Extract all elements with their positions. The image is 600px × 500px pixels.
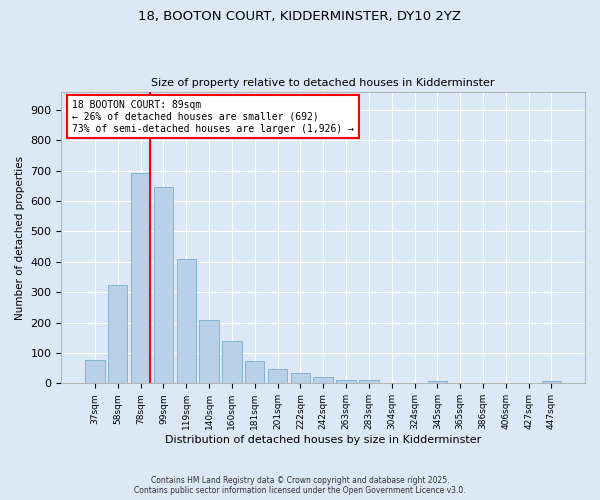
Title: Size of property relative to detached houses in Kidderminster: Size of property relative to detached ho… [151, 78, 495, 88]
Bar [199, 320, 219, 384]
Text: Contains HM Land Registry data © Crown copyright and database right 2025.
Contai: Contains HM Land Registry data © Crown c… [134, 476, 466, 495]
Bar [337, 380, 356, 384]
Bar [542, 381, 561, 384]
X-axis label: Distribution of detached houses by size in Kidderminster: Distribution of detached houses by size … [165, 435, 481, 445]
Bar [245, 360, 265, 384]
Bar [268, 369, 287, 384]
Y-axis label: Number of detached properties: Number of detached properties [15, 156, 25, 320]
Bar [359, 380, 379, 384]
Bar [428, 381, 447, 384]
Bar [176, 258, 196, 384]
Text: 18, BOOTON COURT, KIDDERMINSTER, DY10 2YZ: 18, BOOTON COURT, KIDDERMINSTER, DY10 2Y… [139, 10, 461, 23]
Bar [222, 341, 242, 384]
Bar [108, 285, 127, 384]
Bar [154, 188, 173, 384]
Bar [131, 173, 150, 384]
Bar [85, 360, 104, 384]
Text: 18 BOOTON COURT: 89sqm
← 26% of detached houses are smaller (692)
73% of semi-de: 18 BOOTON COURT: 89sqm ← 26% of detached… [72, 100, 354, 134]
Bar [313, 376, 333, 384]
Bar [290, 374, 310, 384]
